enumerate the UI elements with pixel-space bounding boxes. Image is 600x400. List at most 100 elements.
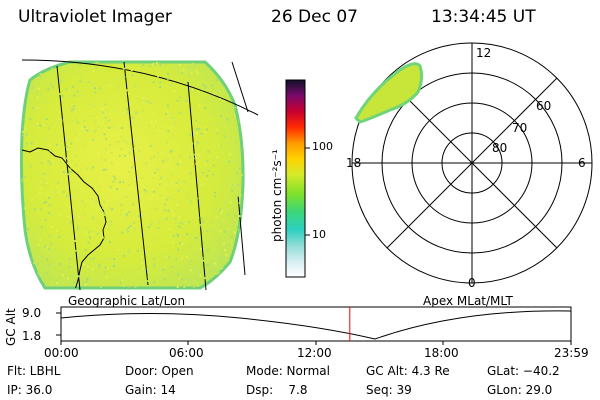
earth-speckle xyxy=(57,96,60,99)
earth-speckle xyxy=(179,112,182,114)
earth-speckle xyxy=(110,162,113,165)
earth-speckle xyxy=(141,262,144,265)
earth-speckle xyxy=(50,242,53,245)
earth-speckle xyxy=(162,253,165,255)
earth-speckle xyxy=(191,142,194,145)
earth-speckle xyxy=(47,250,50,253)
earth-speckle xyxy=(47,160,50,163)
earth-speckle xyxy=(38,181,41,184)
earth-speckle xyxy=(69,221,72,224)
earth-speckle xyxy=(151,112,154,115)
earth-speckle xyxy=(191,108,194,110)
earth-speckle xyxy=(177,63,180,66)
earth-speckle xyxy=(50,214,53,217)
earth-speckle xyxy=(39,187,42,190)
polar-panel-label: Apex MLat/MLT xyxy=(423,294,513,308)
earth-speckle xyxy=(104,116,107,119)
earth-speckle xyxy=(215,78,218,81)
earth-speckle xyxy=(37,272,40,275)
earth-speckle xyxy=(103,258,106,261)
earth-speckle xyxy=(192,62,195,65)
earth-speckle xyxy=(92,217,95,220)
earth-speckle xyxy=(141,256,144,259)
earth-speckle xyxy=(196,72,199,75)
earth-speckle xyxy=(212,106,215,109)
earth-speckle xyxy=(41,78,43,81)
earth-speckle xyxy=(160,176,163,179)
earth-speckle xyxy=(58,92,61,95)
earth-speckle xyxy=(79,94,82,97)
earth-speckle xyxy=(229,136,232,139)
earth-speckle xyxy=(103,201,106,203)
earth-speckle xyxy=(176,221,179,224)
earth-speckle xyxy=(102,168,105,171)
earth-speckle xyxy=(125,196,128,199)
earth-speckle xyxy=(130,142,132,145)
earth-speckle xyxy=(218,98,221,101)
earth-speckle xyxy=(120,148,123,150)
earth-speckle xyxy=(196,197,199,200)
earth-speckle xyxy=(49,163,52,166)
earth-speckle xyxy=(125,217,127,220)
earth-speckle xyxy=(70,66,73,69)
earth-speckle xyxy=(198,74,201,77)
earth-speckle xyxy=(35,91,38,94)
earth-speckle xyxy=(60,120,63,123)
earth-speckle xyxy=(103,133,106,136)
earth-speckle xyxy=(127,249,130,252)
earth-speckle xyxy=(51,123,54,126)
earth-speckle xyxy=(83,254,86,257)
earth-speckle xyxy=(43,184,46,187)
earth-speckle xyxy=(59,235,61,238)
earth-speckle xyxy=(157,151,160,154)
earth-speckle xyxy=(125,141,128,144)
earth-speckle xyxy=(159,194,162,197)
info-seq: Seq: 39 xyxy=(366,383,412,397)
earth-speckle xyxy=(187,68,190,71)
earth-speckle xyxy=(98,263,101,266)
earth-speckle xyxy=(165,112,168,115)
earth-speckle xyxy=(169,127,172,130)
earth-speckle xyxy=(191,253,194,256)
earth-speckle xyxy=(91,267,94,270)
earth-speckle xyxy=(83,126,86,129)
earth-speckle xyxy=(178,201,181,204)
earth-speckle xyxy=(123,138,126,141)
earth-speckle xyxy=(216,129,219,132)
earth-speckle xyxy=(212,173,214,176)
earth-speckle xyxy=(103,75,106,78)
earth-speckle xyxy=(207,150,210,153)
earth-speckle xyxy=(189,200,192,203)
earth-speckle xyxy=(236,172,239,174)
earth-speckle xyxy=(153,187,156,190)
earth-speckle xyxy=(40,101,43,104)
earth-speckle xyxy=(188,265,191,268)
earth-speckle xyxy=(104,148,107,151)
earth-speckle xyxy=(38,87,40,90)
earth-speckle xyxy=(105,111,108,114)
earth-speckle xyxy=(69,267,72,270)
earth-speckle xyxy=(84,213,87,216)
earth-speckle xyxy=(29,165,32,168)
colorbar-tick-100: 100 xyxy=(312,140,333,153)
earth-speckle xyxy=(197,250,200,253)
earth-speckle xyxy=(70,142,73,145)
earth-speckle xyxy=(76,193,79,196)
earth-speckle xyxy=(90,148,93,150)
earth-speckle xyxy=(49,268,52,271)
earth-speckle xyxy=(152,62,155,65)
earth-speckle xyxy=(62,282,65,285)
info-filter: Flt: LBHL xyxy=(7,364,61,378)
earth-speckle xyxy=(28,238,31,241)
earth-speckle xyxy=(140,154,143,157)
earth-speckle xyxy=(173,90,176,92)
earth-speckle xyxy=(230,239,233,242)
earth-speckle xyxy=(77,275,80,278)
earth-speckle xyxy=(52,86,55,89)
earth-speckle xyxy=(30,214,33,217)
earth-speckle xyxy=(43,172,46,175)
earth-speckle xyxy=(177,278,180,281)
earth-speckle xyxy=(65,157,67,160)
earth-speckle xyxy=(225,160,228,163)
earth-speckle xyxy=(142,97,145,99)
